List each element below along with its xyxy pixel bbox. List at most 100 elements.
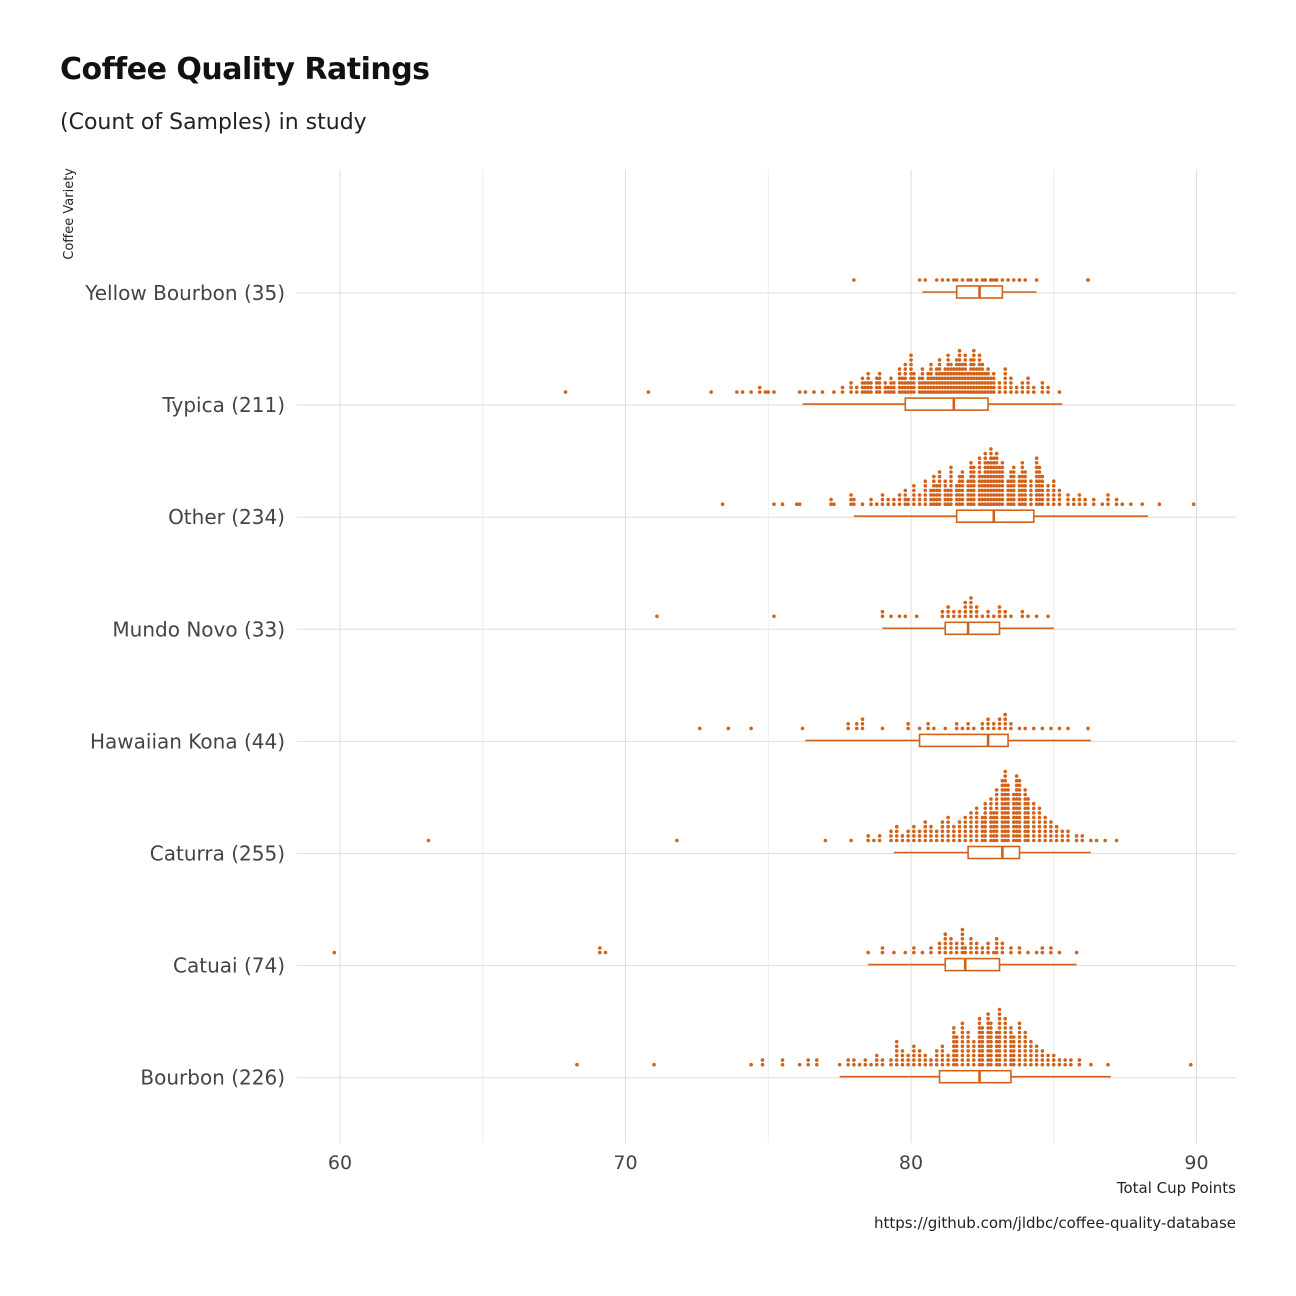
data-point [954,493,959,497]
data-point [994,946,999,950]
data-point [940,1058,945,1062]
data-point [994,824,999,829]
data-point [994,1039,999,1044]
data-point [1017,1039,1022,1044]
data-point [926,371,930,376]
data-point [1040,946,1045,950]
data-point [989,1026,993,1030]
data-point [1011,806,1016,811]
data-point [972,1053,976,1058]
data-point [991,950,996,955]
data-point [983,371,988,376]
data-point [923,838,928,843]
data-point [849,497,853,502]
data-point [889,1062,893,1067]
data-point [874,1062,879,1067]
data-point [1017,493,1022,497]
data-point [806,1058,811,1062]
data-point [1020,493,1025,497]
data-point [989,829,993,834]
data-point [857,1062,862,1067]
data-point [957,362,962,367]
data-point [1077,493,1082,497]
data-point [1011,811,1016,815]
data-point [1003,788,1008,792]
data-point [952,278,956,282]
data-point [1011,1039,1016,1044]
data-point [894,1039,899,1044]
data-point [969,502,973,507]
data-point [823,838,828,843]
data-point [954,371,959,376]
data-point [940,381,945,385]
data-point [983,493,988,497]
data-point [906,502,910,507]
data-point [972,1049,976,1053]
data-point [972,371,976,376]
data-point [972,1058,976,1062]
data-point [997,1053,1002,1058]
data-point [997,1049,1002,1053]
data-point [797,390,802,394]
data-point [969,367,973,371]
data-point [977,461,982,465]
data-point [972,367,976,371]
data-point [960,1049,965,1053]
data-point [906,497,910,502]
data-point [1003,1062,1008,1067]
data-point [900,838,905,843]
data-point [974,824,979,829]
data-point [952,614,956,619]
data-point [934,834,939,838]
data-point [1000,946,1005,950]
data-point [1037,838,1042,843]
data-point [909,362,913,367]
data-point [1037,470,1042,474]
data-point [1120,502,1125,507]
data-point [929,390,933,394]
data-point [1023,788,1027,792]
data-point [1003,1058,1008,1062]
data-point [1009,722,1013,726]
data-point [926,376,930,381]
data-point [1000,488,1005,493]
data-point [937,385,942,390]
data-point [972,502,976,507]
data-point [983,502,988,507]
data-point [1003,834,1008,838]
data-point [1103,838,1107,843]
data-point [963,381,968,385]
data-point [1011,801,1016,806]
data-point [1026,381,1030,385]
data-point [920,367,925,371]
data-point [832,502,836,507]
data-point [937,358,942,362]
data-point [1017,806,1022,811]
data-point [943,937,948,941]
data-point [866,376,870,381]
data-point [894,829,899,834]
data-point [1077,497,1082,502]
data-point [1037,824,1042,829]
data-point [994,461,999,465]
data-point [946,502,950,507]
data-point [957,353,962,358]
data-point [894,1044,899,1049]
data-point [1071,497,1076,502]
data-point [1011,502,1016,507]
data-point [1023,834,1027,838]
data-point [1000,941,1005,946]
data-point [934,829,939,834]
data-point [963,838,968,843]
data-point [860,381,865,385]
data-point [897,371,902,376]
data-point [929,950,933,955]
data-point [1043,820,1047,824]
data-point [797,1062,802,1067]
data-point [977,367,982,371]
data-point [1017,1026,1022,1030]
data-point [1020,385,1025,390]
data-point [1023,811,1027,815]
data-point [989,1049,993,1053]
data-point [1040,390,1045,394]
